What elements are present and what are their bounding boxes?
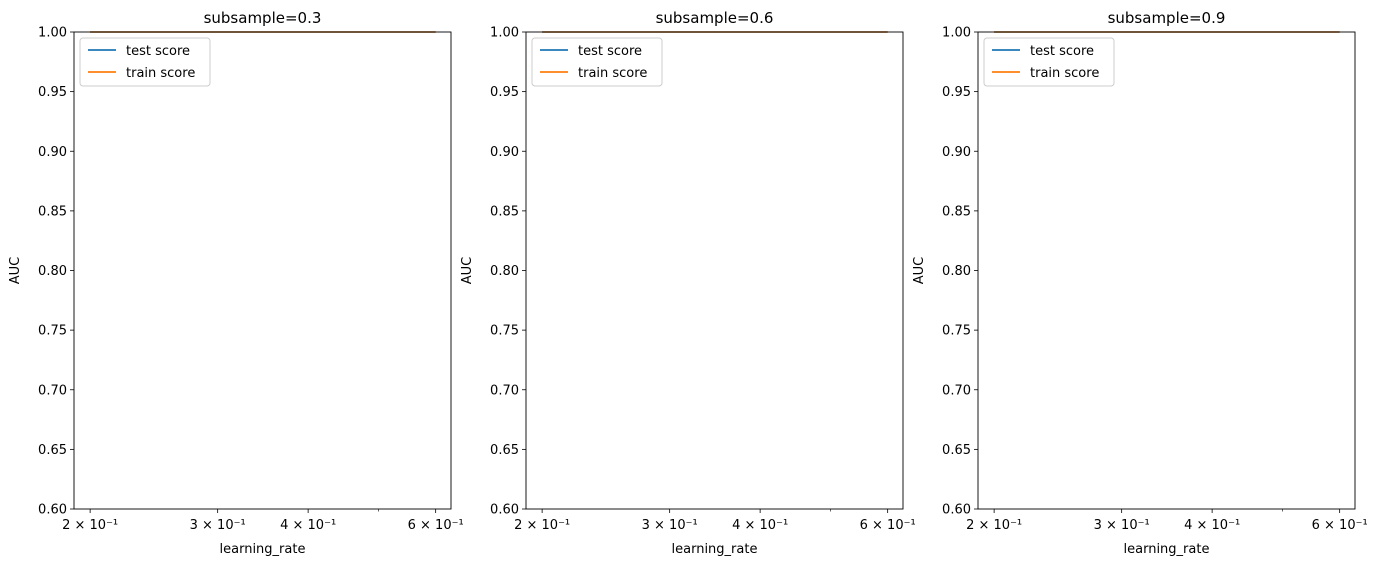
- y-tick-label: 0.75: [942, 324, 971, 339]
- x-tick-label: 4 × 10⁻¹: [732, 518, 788, 533]
- x-tick-label: 6 × 10⁻¹: [1312, 518, 1368, 533]
- legend-label-train-score: train score: [578, 66, 647, 81]
- x-tick-label: 3 × 10⁻¹: [642, 518, 698, 533]
- y-tick-label: 0.85: [38, 204, 67, 219]
- axes-frame: [977, 31, 1356, 510]
- y-tick-label: 0.65: [942, 443, 971, 458]
- axes-frame: [73, 31, 452, 510]
- y-axis-label: AUC: [912, 257, 927, 285]
- y-axis-label: AUC: [8, 257, 23, 285]
- y-tick-label: 0.65: [38, 443, 67, 458]
- y-tick-label: 0.60: [942, 503, 971, 518]
- y-tick-label: 0.75: [490, 324, 519, 339]
- x-tick-label: 6 × 10⁻¹: [860, 518, 916, 533]
- chart-title: subsample=0.6: [656, 9, 774, 27]
- x-tick-label: 3 × 10⁻¹: [1094, 518, 1150, 533]
- legend-label-test-score: test score: [578, 44, 642, 59]
- y-tick-label: 0.60: [490, 503, 519, 518]
- x-tick-label: 2 × 10⁻¹: [514, 518, 570, 533]
- y-tick-label: 0.90: [38, 145, 67, 160]
- y-tick-label: 0.80: [942, 264, 971, 279]
- y-tick-label: 0.65: [490, 443, 519, 458]
- y-tick-label: 0.85: [490, 204, 519, 219]
- chart-title: subsample=0.3: [204, 9, 322, 27]
- y-tick-label: 1.00: [942, 26, 971, 41]
- x-axis-label: learning_rate: [1124, 542, 1210, 557]
- legend-label-test-score: test score: [1030, 44, 1094, 59]
- legend: test score train score: [531, 37, 663, 87]
- y-tick-label: 0.60: [38, 503, 67, 518]
- chart-panel-1: subsample=0.3 0.60 0.65 0.70 0.75 0.80 0.85 0.9…: [8, 9, 464, 557]
- y-tick-label: 0.90: [942, 145, 971, 160]
- chart-title: subsample=0.9: [1108, 9, 1226, 27]
- legend: test score train score: [79, 37, 211, 87]
- y-tick-label: 1.00: [38, 26, 67, 41]
- x-tick-label: 6 × 10⁻¹: [408, 518, 464, 533]
- legend-label-train-score: train score: [126, 66, 195, 81]
- x-tick-label: 3 × 10⁻¹: [190, 518, 246, 533]
- x-tick-label: 2 × 10⁻¹: [62, 518, 118, 533]
- y-tick-label: 0.95: [942, 85, 971, 100]
- y-tick-label: 0.95: [38, 85, 67, 100]
- x-tick-label: 2 × 10⁻¹: [966, 518, 1022, 533]
- y-tick-label: 0.90: [490, 145, 519, 160]
- legend-label-test-score: test score: [126, 44, 190, 59]
- chart-panel-3: subsample=0.9 0.60 0.65 0.70 0.75 0.80 0.85 0.9…: [912, 9, 1368, 557]
- y-tick-label: 1.00: [490, 26, 519, 41]
- x-axis-label: learning_rate: [220, 542, 306, 557]
- y-tick-label: 0.95: [490, 85, 519, 100]
- y-tick-label: 0.80: [38, 264, 67, 279]
- y-tick-label: 0.80: [490, 264, 519, 279]
- y-axis-label: AUC: [460, 257, 475, 285]
- x-tick-label: 4 × 10⁻¹: [280, 518, 336, 533]
- y-tick-label: 0.85: [942, 204, 971, 219]
- y-tick-label: 0.70: [490, 383, 519, 398]
- x-tick-label: 4 × 10⁻¹: [1184, 518, 1240, 533]
- chart-panel-2: subsample=0.6 0.60 0.65 0.70 0.75 0.80 0.85 0.9…: [460, 9, 916, 557]
- y-tick-label: 0.70: [38, 383, 67, 398]
- y-tick-label: 0.70: [942, 383, 971, 398]
- axes-frame: [525, 31, 904, 510]
- legend: test score train score: [983, 37, 1115, 87]
- legend-label-train-score: train score: [1030, 66, 1099, 81]
- x-axis-label: learning_rate: [672, 542, 758, 557]
- y-tick-label: 0.75: [38, 324, 67, 339]
